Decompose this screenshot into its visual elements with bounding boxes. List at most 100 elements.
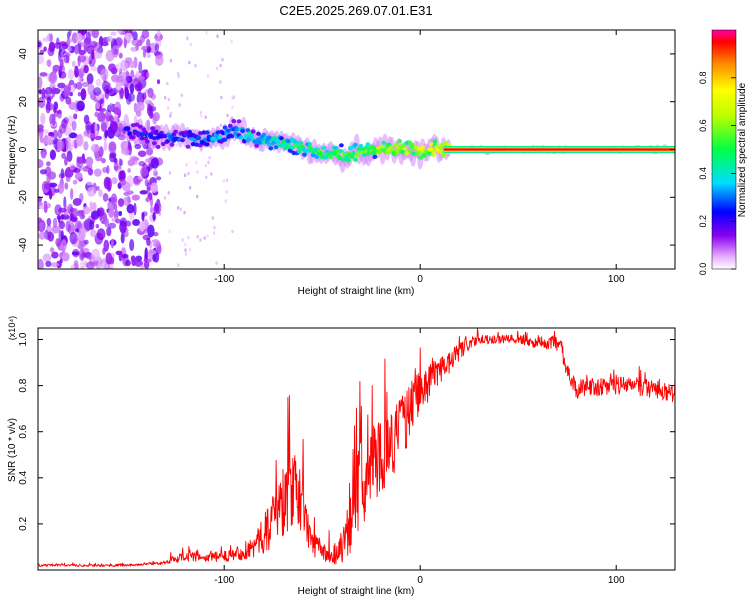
noise-cell xyxy=(95,101,101,110)
noise-cell xyxy=(94,135,103,141)
noise-cell xyxy=(102,166,109,174)
noise-cell xyxy=(71,60,76,68)
spectrogram-y-label: Frequency (Hz) xyxy=(7,116,18,185)
noise-cell xyxy=(38,159,44,169)
noise-cell xyxy=(215,66,219,71)
snr-frame xyxy=(37,327,676,571)
noise-cell xyxy=(159,206,163,210)
noise-cell xyxy=(144,247,148,260)
noise-cell xyxy=(59,58,64,70)
colorbar-gradient xyxy=(711,29,737,270)
signal-cell xyxy=(152,141,157,146)
noise-cell xyxy=(80,88,87,101)
noise-cell xyxy=(120,59,129,72)
noise-cell xyxy=(113,107,120,115)
noise-cell xyxy=(221,58,224,62)
snr-y-axis: 0.2 0.4 0.6 0.8 1.0 xyxy=(18,332,675,531)
noise-cell xyxy=(38,258,44,269)
noise-cell xyxy=(70,264,75,269)
spectrogram-y-tick-label: 20 xyxy=(18,96,29,108)
noise-cell xyxy=(93,259,99,266)
signal-cell xyxy=(354,152,360,157)
noise-cell xyxy=(109,87,118,96)
noise-cell xyxy=(185,163,188,167)
signal-cell xyxy=(296,149,302,154)
noise-cell xyxy=(73,113,78,120)
noise-cell xyxy=(51,225,60,234)
signal-cell xyxy=(145,139,150,144)
signal-cell xyxy=(238,135,244,140)
noise-cell xyxy=(48,41,56,53)
noise-cell xyxy=(100,121,108,133)
noise-cell xyxy=(195,160,198,165)
noise-cell xyxy=(152,212,156,221)
noise-cell xyxy=(40,112,46,125)
noise-cell xyxy=(146,181,151,191)
noise-cell xyxy=(183,210,186,215)
noise-cell xyxy=(151,239,160,244)
signal-cell xyxy=(134,122,140,127)
noise-cell xyxy=(103,239,110,252)
signal-cell xyxy=(224,131,230,136)
noise-cell xyxy=(43,182,52,190)
spectrogram-heatmap xyxy=(38,30,675,269)
noise-cell xyxy=(52,217,58,228)
noise-cell xyxy=(95,224,100,229)
noise-cell xyxy=(78,165,82,172)
noise-cell xyxy=(54,42,62,49)
colorbar-tick-label: 0.6 xyxy=(698,119,708,132)
noise-cell xyxy=(43,46,47,52)
snr-panel: -100 0 100 0.2 0.4 0.6 0.8 1.0 Height of strai… xyxy=(7,316,676,597)
signal-cell xyxy=(307,141,313,146)
noise-cell xyxy=(57,138,63,152)
noise-cell xyxy=(100,157,106,164)
noise-cell xyxy=(69,143,74,152)
noise-cell xyxy=(124,32,133,41)
noise-cell xyxy=(104,109,112,122)
noise-cell xyxy=(43,129,49,135)
noise-cell xyxy=(38,196,43,203)
noise-cell xyxy=(73,211,83,216)
noise-cell xyxy=(154,43,160,53)
noise-cell xyxy=(220,95,223,100)
noise-cell xyxy=(204,163,208,168)
noise-cell xyxy=(188,185,192,190)
noise-cell xyxy=(131,38,141,46)
noise-cell xyxy=(225,190,228,194)
noise-cell xyxy=(55,237,62,247)
noise-cell xyxy=(99,98,104,105)
signal-cell xyxy=(127,131,133,136)
signal-cell xyxy=(420,145,425,150)
noise-cell xyxy=(187,235,190,240)
noise-cell xyxy=(70,212,75,219)
noise-cell xyxy=(119,170,126,182)
noise-cell xyxy=(66,150,73,163)
signal-cell xyxy=(323,155,328,160)
noise-cell xyxy=(71,120,77,131)
noise-cell xyxy=(86,73,94,85)
signal-cell xyxy=(346,158,351,163)
signal-cell xyxy=(432,139,438,144)
signal-cell xyxy=(222,125,228,130)
noise-cell xyxy=(83,218,93,231)
noise-cell xyxy=(222,179,226,183)
noise-cell xyxy=(41,87,46,99)
snr-y-tick-label: 0.2 xyxy=(18,517,29,531)
noise-cell xyxy=(82,130,88,138)
signal-cell xyxy=(353,157,358,162)
noise-cell xyxy=(76,32,83,44)
snr-x-axis: -100 0 100 xyxy=(214,328,625,586)
signal-cell xyxy=(365,151,371,157)
noise-cell xyxy=(108,143,117,153)
signal-cell xyxy=(402,146,408,151)
noise-cell xyxy=(38,231,46,240)
noise-cell xyxy=(219,123,223,128)
noise-cell xyxy=(189,42,192,47)
noise-cell xyxy=(44,166,52,177)
noise-cell xyxy=(39,137,48,144)
noise-cell xyxy=(59,258,63,264)
noise-cell xyxy=(194,63,197,68)
noise-cell xyxy=(137,150,147,157)
signal-cell xyxy=(441,153,447,158)
